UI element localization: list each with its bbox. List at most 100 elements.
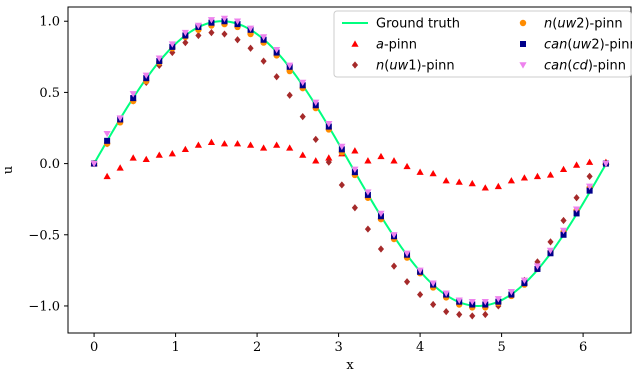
legend-label-part: can — [544, 59, 567, 74]
y-tick-label: 1.0 — [39, 15, 60, 30]
legend-label-part: cd — [572, 59, 588, 74]
a-pinn-point — [429, 169, 437, 177]
can-cd-pinn-point — [273, 47, 281, 54]
legend-label-part: 2)-pinn — [591, 38, 632, 53]
a-pinn-point — [455, 178, 463, 185]
x-axis-ticks: 0 1 2 3 4 5 6 — [90, 333, 587, 355]
n-uw1-pinn-point — [573, 194, 580, 202]
can-cd-pinn-point — [546, 247, 555, 255]
can-cd-pinn-point — [90, 160, 98, 168]
can-cd-pinn-point — [403, 250, 411, 257]
x-tick-label: 2 — [253, 340, 261, 355]
n-uw1-pinn-point — [182, 38, 189, 47]
a-pinn-point — [390, 157, 398, 164]
n-uw1-pinn-point — [403, 278, 411, 286]
n-uw1-pinn-point — [312, 135, 319, 143]
legend-label-part: n — [544, 17, 552, 32]
ground-truth-layer — [93, 20, 608, 307]
n-uw1-pinn-point — [234, 36, 241, 44]
a-pinn-point — [468, 179, 476, 187]
can-cd-pinn-point — [116, 115, 124, 122]
a-pinn-point — [559, 165, 568, 172]
legend-label: n(uw1)-pinn — [376, 59, 455, 74]
n-uw1-pinn-point — [195, 31, 202, 40]
n-uw1-pinn-point — [338, 181, 345, 189]
a-pinn-point — [273, 141, 281, 148]
a-pinn-point — [220, 140, 229, 147]
n-uw1-pinn-point — [417, 290, 424, 299]
legend-box — [333, 10, 632, 78]
can-cd-pinn-point — [442, 290, 450, 297]
can-cd-pinn-point — [181, 29, 189, 37]
can-cd-pinn-point — [494, 296, 502, 303]
n-uw1-pinn-point — [273, 73, 280, 81]
legend-marker-swatch — [519, 62, 527, 69]
legend-label-part: ( — [384, 59, 389, 74]
legend-label: n(uw2)-pinn — [544, 17, 623, 32]
legend-label-part: -pinn — [384, 38, 417, 53]
legend-label-part: 2)-pinn — [576, 17, 622, 32]
x-tick-label: 1 — [171, 340, 179, 355]
a-pinn-point — [168, 150, 176, 157]
n-uw1-pinn-point — [469, 312, 476, 320]
can-uw2-pinn-point — [586, 187, 593, 194]
points-layer — [90, 15, 610, 320]
can-cd-pinn-point — [312, 99, 320, 106]
x-tick-label: 4 — [416, 340, 424, 355]
a-pinn-point — [325, 154, 333, 161]
y-tick-label: 0.5 — [39, 86, 60, 101]
n-uw1-pinn-point — [560, 216, 567, 225]
can-cd-pinn-point — [246, 25, 255, 32]
legend-label-part: 1)-pinn — [408, 59, 454, 74]
legend-label-part: ( — [567, 38, 572, 53]
can-cd-pinn-point — [559, 227, 568, 235]
n-uw1-pinn-point — [247, 44, 254, 52]
n-uw1-pinn-point — [390, 262, 398, 270]
y-tick-label: 0.0 — [39, 157, 60, 172]
can-cd-pinn-point — [338, 143, 346, 151]
a-pinn-point — [207, 138, 216, 145]
can-cd-pinn-point — [220, 15, 229, 22]
legend-label-part: uw — [557, 17, 576, 32]
a-pinn-point — [364, 157, 372, 164]
n-uw1-pinn-point — [286, 91, 293, 99]
legend-label-part: uw — [572, 38, 591, 53]
can-cd-pinn-point — [194, 22, 203, 30]
legend-label-part: ( — [552, 17, 557, 32]
a-pinn-point — [286, 144, 294, 151]
n-uw1-pinn-point — [325, 158, 332, 166]
legend: Ground trutha-pinnn(uw1)-pinnn(uw2)-pinn… — [333, 10, 632, 78]
a-pinn-point — [299, 151, 307, 158]
a-pinn-point — [377, 152, 385, 160]
n-uw1-pinn-point — [586, 172, 593, 181]
n-uw1-pinn-point — [547, 238, 554, 246]
can-cd-pinn-point — [377, 210, 385, 218]
can-uw2-pinn-point — [560, 231, 567, 238]
n-uw1-pinn-point — [482, 310, 489, 319]
legend-label: Ground truth — [376, 17, 460, 32]
can-cd-pinn-point — [416, 267, 424, 274]
n-uw1-pinn-point — [299, 113, 306, 121]
n-uw1-pinn-point — [364, 225, 371, 233]
can-cd-pinn-point — [481, 298, 489, 306]
legend-label-part: Ground truth — [376, 17, 460, 32]
a-pinn-point — [520, 174, 529, 181]
can-cd-pinn-point — [155, 55, 163, 62]
can-cd-pinn-point — [168, 41, 176, 48]
can-cd-pinn-point — [129, 91, 137, 98]
can-cd-pinn-point — [572, 206, 581, 213]
x-tick-label: 6 — [579, 340, 587, 355]
can-cd-pinn-point — [520, 277, 529, 284]
a-pinn-point — [586, 158, 594, 165]
can-cd-pinn-point — [286, 62, 294, 69]
x-tick-label: 3 — [334, 340, 342, 355]
legend-label: can(cd)-pinn — [544, 59, 626, 74]
can-cd-pinn-point — [507, 289, 515, 296]
legend-label-part: can — [544, 38, 567, 53]
a-pinn-point — [246, 141, 255, 148]
n-uw1-pinn-point — [456, 310, 463, 319]
can-cd-pinn-point — [260, 34, 268, 41]
legend-marker-swatch — [520, 41, 526, 47]
n-uw1-pinn-point — [260, 57, 267, 65]
